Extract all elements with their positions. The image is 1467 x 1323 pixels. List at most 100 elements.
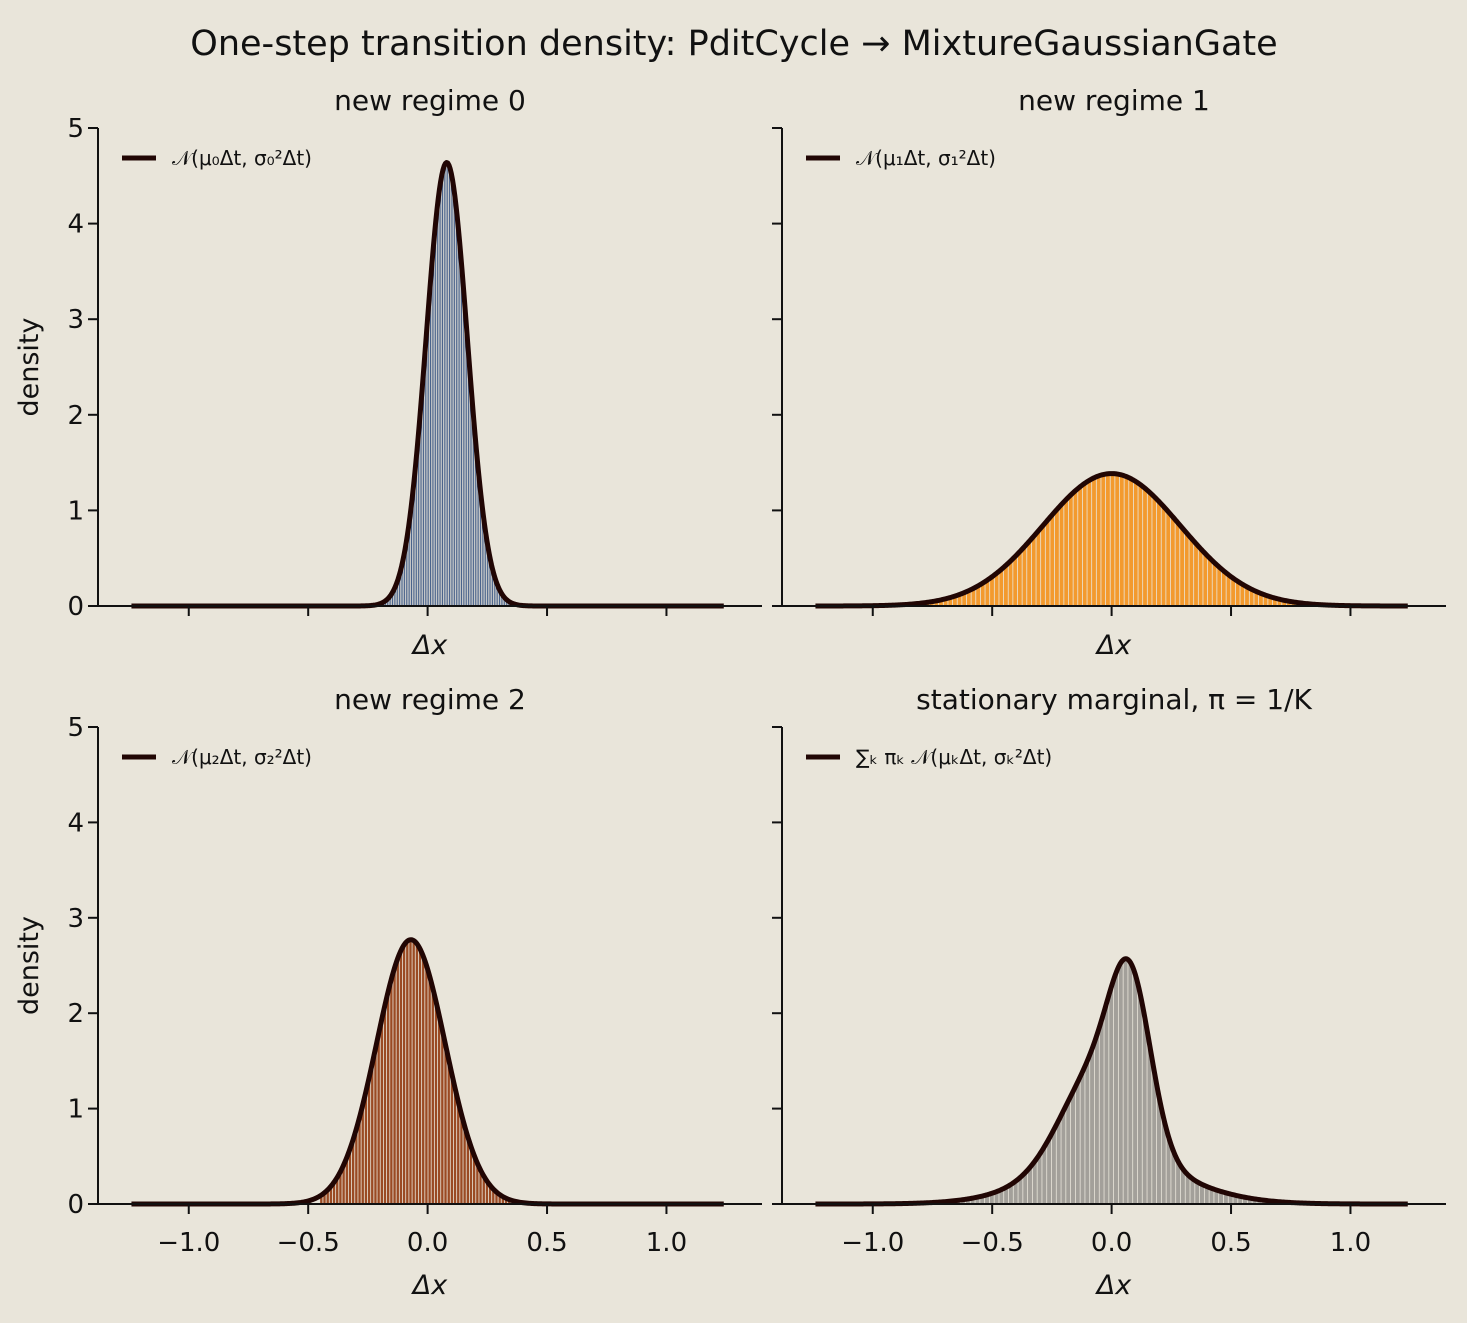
- histogram-bar: [1104, 1002, 1109, 1204]
- histogram-bar: [943, 598, 948, 606]
- y-tick-label: 1: [67, 1095, 84, 1125]
- histogram-bar: [485, 535, 487, 606]
- histogram-bar: [504, 1198, 508, 1204]
- axes: 0 1 2 3 4 5: [67, 114, 762, 622]
- histogram-bar: [1087, 480, 1092, 606]
- histogram-bar: [1203, 554, 1208, 606]
- histogram-bar: [447, 163, 449, 607]
- figure-title: One-step transition density: PditCycle →…: [190, 24, 1277, 64]
- histogram-bar: [464, 312, 466, 606]
- histogram-bar: [397, 579, 399, 606]
- histogram-bar: [1156, 1098, 1161, 1204]
- histogram-bar: [1242, 1197, 1247, 1204]
- panel-title: new regime 1: [1018, 84, 1210, 117]
- histogram-bar: [1137, 994, 1142, 1204]
- histogram-bar: [431, 989, 434, 1204]
- histogram-bar: [1061, 1110, 1066, 1204]
- histogram-bar: [1037, 1153, 1042, 1204]
- histogram-bar: [387, 989, 390, 1204]
- histogram-bar: [1143, 488, 1147, 606]
- histogram-bar: [1231, 578, 1236, 606]
- histogram-bar: [499, 590, 500, 606]
- histogram-bar: [1036, 530, 1041, 606]
- x-axis-label: Δx: [411, 630, 448, 661]
- histogram-bar: [463, 1127, 466, 1204]
- histogram-bar: [402, 558, 404, 606]
- histogram-bar: [469, 1147, 473, 1204]
- histogram-bar: [1223, 1192, 1228, 1204]
- histogram-bar: [500, 593, 502, 606]
- histogram-bar: [1128, 962, 1133, 1204]
- histogram-bar: [1003, 564, 1008, 606]
- histogram-bar: [970, 1198, 975, 1204]
- histogram-bar: [1085, 1059, 1090, 1204]
- histogram-bar: [1195, 1182, 1200, 1204]
- histogram-bar: [459, 248, 461, 607]
- x-axis-label: Δx: [1095, 1270, 1132, 1301]
- histogram-bar: [1031, 535, 1036, 606]
- legend-label: 𝒩(μ₀Δt, σ₀²Δt): [172, 146, 312, 170]
- histogram-bar: [1092, 477, 1096, 606]
- histogram-bar: [358, 1115, 361, 1204]
- y-axis-label: density: [14, 317, 45, 416]
- histogram-bar: [472, 1156, 476, 1204]
- y-tick-label: 2: [67, 999, 84, 1029]
- x-tick-label: 0.5: [1210, 1228, 1251, 1258]
- histogram-bar: [447, 1061, 450, 1204]
- histogram-bar: [438, 189, 440, 607]
- x-tick-label: −1.0: [157, 1228, 220, 1258]
- panel-title: new regime 2: [334, 683, 526, 716]
- histogram-bar: [461, 268, 462, 606]
- histogram-bar: [396, 957, 399, 1204]
- histogram-bar: [1051, 1128, 1056, 1204]
- histogram-bar: [474, 442, 476, 606]
- histogram-bar: [1109, 985, 1114, 1204]
- axes: [772, 127, 1446, 616]
- histogram-bar: [1214, 1190, 1219, 1204]
- density-curve: [130, 937, 726, 1207]
- histogram-bar: [1045, 519, 1050, 606]
- histogram-bar: [1221, 571, 1226, 606]
- y-tick-label: 5: [67, 114, 84, 144]
- histogram-bar: [367, 1075, 371, 1204]
- histogram-bar: [460, 1115, 463, 1204]
- histogram-bar: [1032, 1160, 1037, 1204]
- histogram-bar: [393, 966, 396, 1204]
- histogram-bar: [1142, 1018, 1147, 1204]
- histogram-bar: [476, 1164, 479, 1204]
- histogram-bar: [409, 939, 412, 1204]
- histogram-bar: [1075, 1080, 1080, 1204]
- histogram-bar: [1028, 1166, 1032, 1204]
- histogram-bar: [1235, 581, 1240, 606]
- histogram-bar: [999, 569, 1004, 606]
- legend-label: 𝒩(μ₂Δt, σ₂²Δt): [172, 745, 312, 769]
- histogram-bar: [501, 1196, 505, 1204]
- histogram-bar: [1101, 474, 1106, 606]
- histogram-bar: [980, 582, 985, 606]
- histogram-bar: [417, 430, 419, 606]
- panel-regime-0: new regime 0 0 1 2 3 4 5 Δx density 𝒩(μ₀Δt, σ…: [14, 84, 762, 661]
- histogram-bar: [1217, 567, 1222, 606]
- histogram-bar: [414, 467, 416, 606]
- histogram-bar: [1252, 1198, 1257, 1204]
- panel-title: stationary marginal, π = 1/K: [916, 683, 1312, 716]
- histogram-bar: [1071, 1090, 1075, 1204]
- histogram-bar: [1018, 1176, 1023, 1204]
- histogram-bar: [380, 1017, 384, 1204]
- histogram-bar: [1212, 563, 1217, 606]
- histogram-bar: [1166, 512, 1171, 606]
- y-tick-label: 0: [67, 1190, 84, 1220]
- histogram-bar: [453, 1089, 457, 1204]
- histogram-bar: [1240, 584, 1245, 606]
- histogram-bar: [402, 944, 406, 1204]
- histogram-bar: [345, 1156, 348, 1204]
- histogram-bar: [431, 255, 433, 607]
- histogram-bar: [980, 1195, 985, 1204]
- histogram-bar: [320, 1194, 323, 1204]
- histogram-bar: [975, 1197, 980, 1204]
- histogram-bar: [348, 1147, 352, 1204]
- y-tick-label: 4: [67, 210, 84, 240]
- histogram-bar: [440, 178, 442, 606]
- histogram-bar: [1123, 958, 1128, 1204]
- histogram-bar: [1129, 478, 1134, 606]
